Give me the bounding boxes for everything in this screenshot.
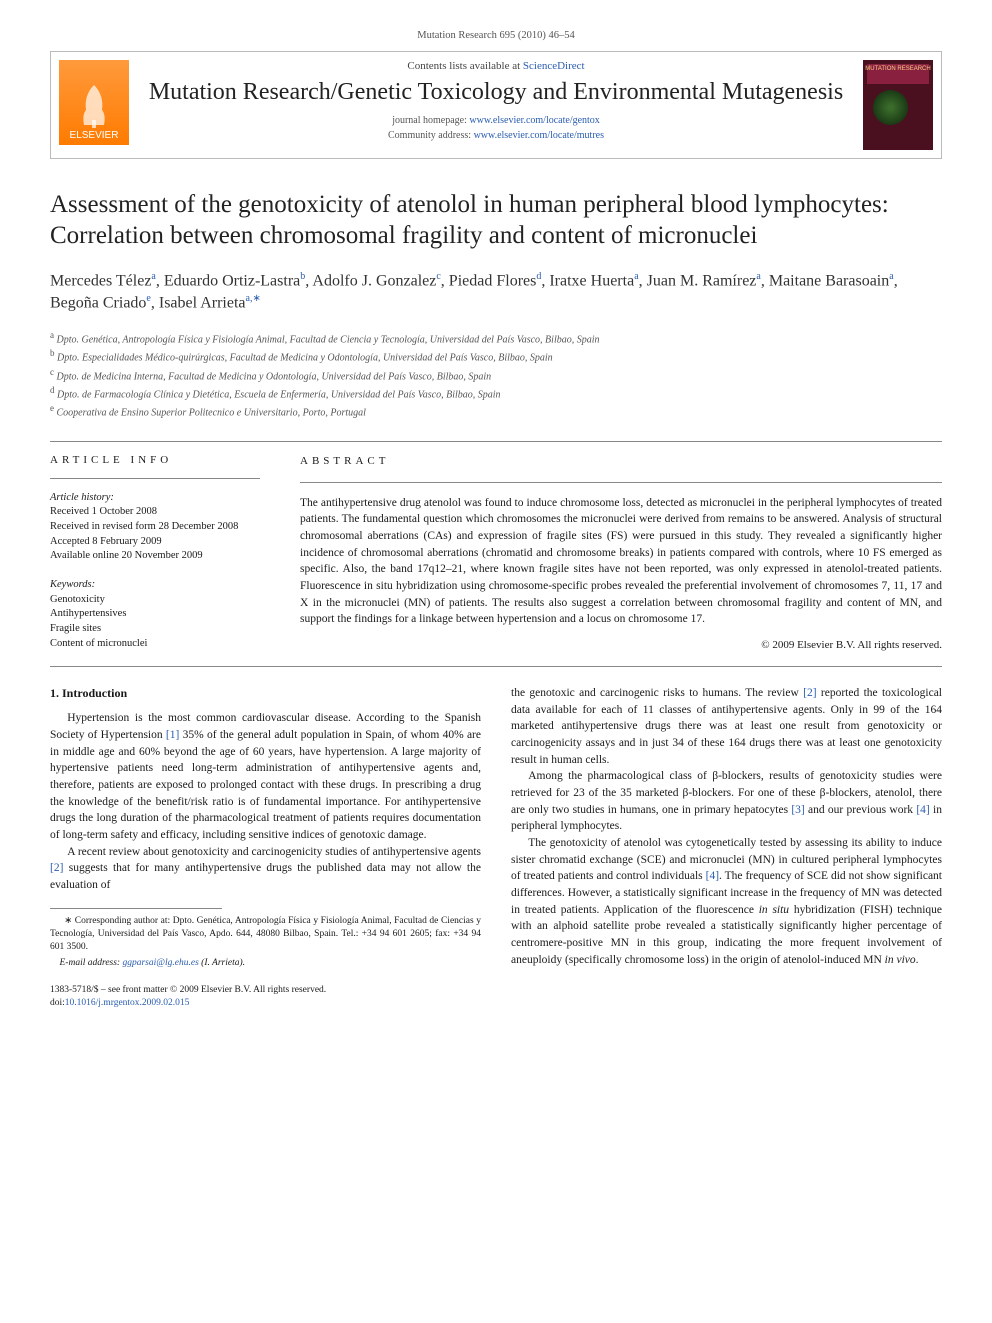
publisher-logo: ELSEVIER — [59, 60, 129, 145]
email-prefix: E-mail address: — [60, 958, 123, 968]
affiliation-line: a Dpto. Genética, Antropología Física y … — [50, 329, 942, 347]
publisher-tree-icon — [74, 80, 114, 130]
ref-link[interactable]: [4] — [706, 870, 719, 882]
authors-list: Mercedes Téleza, Eduardo Ortiz-Lastrab, … — [50, 270, 942, 315]
keywords-list: GenotoxicityAntihypertensivesFragile sit… — [50, 593, 260, 652]
abstract-text: The antihypertensive drug atenolol was f… — [300, 495, 942, 628]
body-paragraph: The genotoxicity of atenolol was cytogen… — [511, 835, 942, 968]
ref-link[interactable]: [2] — [803, 687, 816, 699]
abstract: abstract The antihypertensive drug ateno… — [300, 454, 942, 654]
homepage-link[interactable]: www.elsevier.com/locate/gentox — [469, 115, 599, 126]
rule-abs — [300, 482, 942, 483]
cover-label: MUTATION RESEARCH — [863, 66, 933, 72]
journal-header: ELSEVIER Contents lists available at Sci… — [50, 51, 942, 159]
info-abstract-row: article info Article history: Received 1… — [50, 454, 942, 654]
contents-prefix: Contents lists available at — [407, 60, 522, 72]
abstract-heading: abstract — [300, 454, 942, 470]
doi-prefix: doi: — [50, 998, 65, 1008]
affiliation-line: c Dpto. de Medicina Interna, Facultad de… — [50, 366, 942, 384]
email-link[interactable]: ggparsai@lg.ehu.es — [122, 958, 198, 968]
article-info: article info Article history: Received 1… — [50, 454, 260, 654]
journal-links: journal homepage: www.elsevier.com/locat… — [144, 113, 848, 143]
keyword: Antihypertensives — [50, 607, 260, 622]
rule-top — [50, 441, 942, 442]
body-columns: 1. Introduction Hypertension is the most… — [50, 685, 942, 1011]
intro-heading: 1. Introduction — [50, 685, 481, 702]
keyword: Genotoxicity — [50, 593, 260, 608]
body-paragraph: Hypertension is the most common cardiova… — [50, 710, 481, 843]
issn-line: 1383-5718/$ – see front matter © 2009 El… — [50, 984, 481, 997]
doi-line: doi:10.1016/j.mrgentox.2009.02.015 — [50, 997, 481, 1010]
corresponding-footnote: ∗ Corresponding author at: Dpto. Genétic… — [50, 915, 481, 955]
header-center: Contents lists available at ScienceDirec… — [144, 60, 848, 143]
email-footnote: E-mail address: ggparsai@lg.ehu.es (I. A… — [50, 957, 481, 970]
received-date: Received 1 October 2008 — [50, 506, 157, 517]
sciencedirect-link[interactable]: ScienceDirect — [523, 60, 585, 72]
publisher-name: ELSEVIER — [70, 130, 119, 141]
ref-link[interactable]: [4] — [916, 804, 929, 816]
homepage-label: journal homepage: — [392, 115, 469, 126]
affiliation-line: d Dpto. de Farmacología Clínica y Dietét… — [50, 384, 942, 402]
affiliation-line: e Cooperativa de Ensino Superior Politec… — [50, 402, 942, 420]
footer-meta: 1383-5718/$ – see front matter © 2009 El… — [50, 984, 481, 1011]
community-link[interactable]: www.elsevier.com/locate/mutres — [474, 130, 604, 141]
footnote-separator — [50, 908, 222, 909]
ref-link[interactable]: [3] — [791, 804, 804, 816]
email-person: (I. Arrieta). — [201, 958, 245, 968]
issue-line: Mutation Research 695 (2010) 46–54 — [50, 30, 942, 41]
contents-line: Contents lists available at ScienceDirec… — [144, 60, 848, 72]
footnotes: ∗ Corresponding author at: Dpto. Genétic… — [50, 915, 481, 970]
community-label: Community address: — [388, 130, 474, 141]
journal-title: Mutation Research/Genetic Toxicology and… — [144, 78, 848, 107]
keywords-block: Keywords: GenotoxicityAntihypertensivesF… — [50, 578, 260, 651]
body-paragraph: the genotoxic and carcinogenic risks to … — [511, 685, 942, 768]
affiliations: a Dpto. Genética, Antropología Física y … — [50, 329, 942, 421]
keyword: Content of micronuclei — [50, 637, 260, 652]
ref-link[interactable]: [2] — [50, 862, 63, 874]
keywords-label: Keywords: — [50, 578, 260, 593]
accepted-date: Accepted 8 February 2009 — [50, 536, 162, 547]
rule-bottom — [50, 666, 942, 667]
column-1-paras: Hypertension is the most common cardiova… — [50, 710, 481, 893]
keyword: Fragile sites — [50, 622, 260, 637]
body-paragraph: A recent review about genotoxicity and c… — [50, 844, 481, 894]
column-2-paras: the genotoxic and carcinogenic risks to … — [511, 685, 942, 968]
history-label: Article history: — [50, 492, 114, 503]
affiliation-line: b Dpto. Especialidades Médico-quirúrgica… — [50, 347, 942, 365]
doi-link[interactable]: 10.1016/j.mrgentox.2009.02.015 — [65, 998, 190, 1008]
cover-thumbnail: MUTATION RESEARCH — [863, 60, 933, 150]
body-paragraph: Among the pharmacological class of β-blo… — [511, 768, 942, 835]
info-heading: article info — [50, 454, 260, 466]
online-date: Available online 20 November 2009 — [50, 550, 203, 561]
article-title: Assessment of the genotoxicity of atenol… — [50, 189, 942, 252]
rule-info — [50, 478, 260, 479]
history-block: Article history: Received 1 October 2008… — [50, 491, 260, 564]
ref-link[interactable]: [1] — [166, 729, 179, 741]
copyright: © 2009 Elsevier B.V. All rights reserved… — [300, 638, 942, 654]
revised-date: Received in revised form 28 December 200… — [50, 521, 238, 532]
